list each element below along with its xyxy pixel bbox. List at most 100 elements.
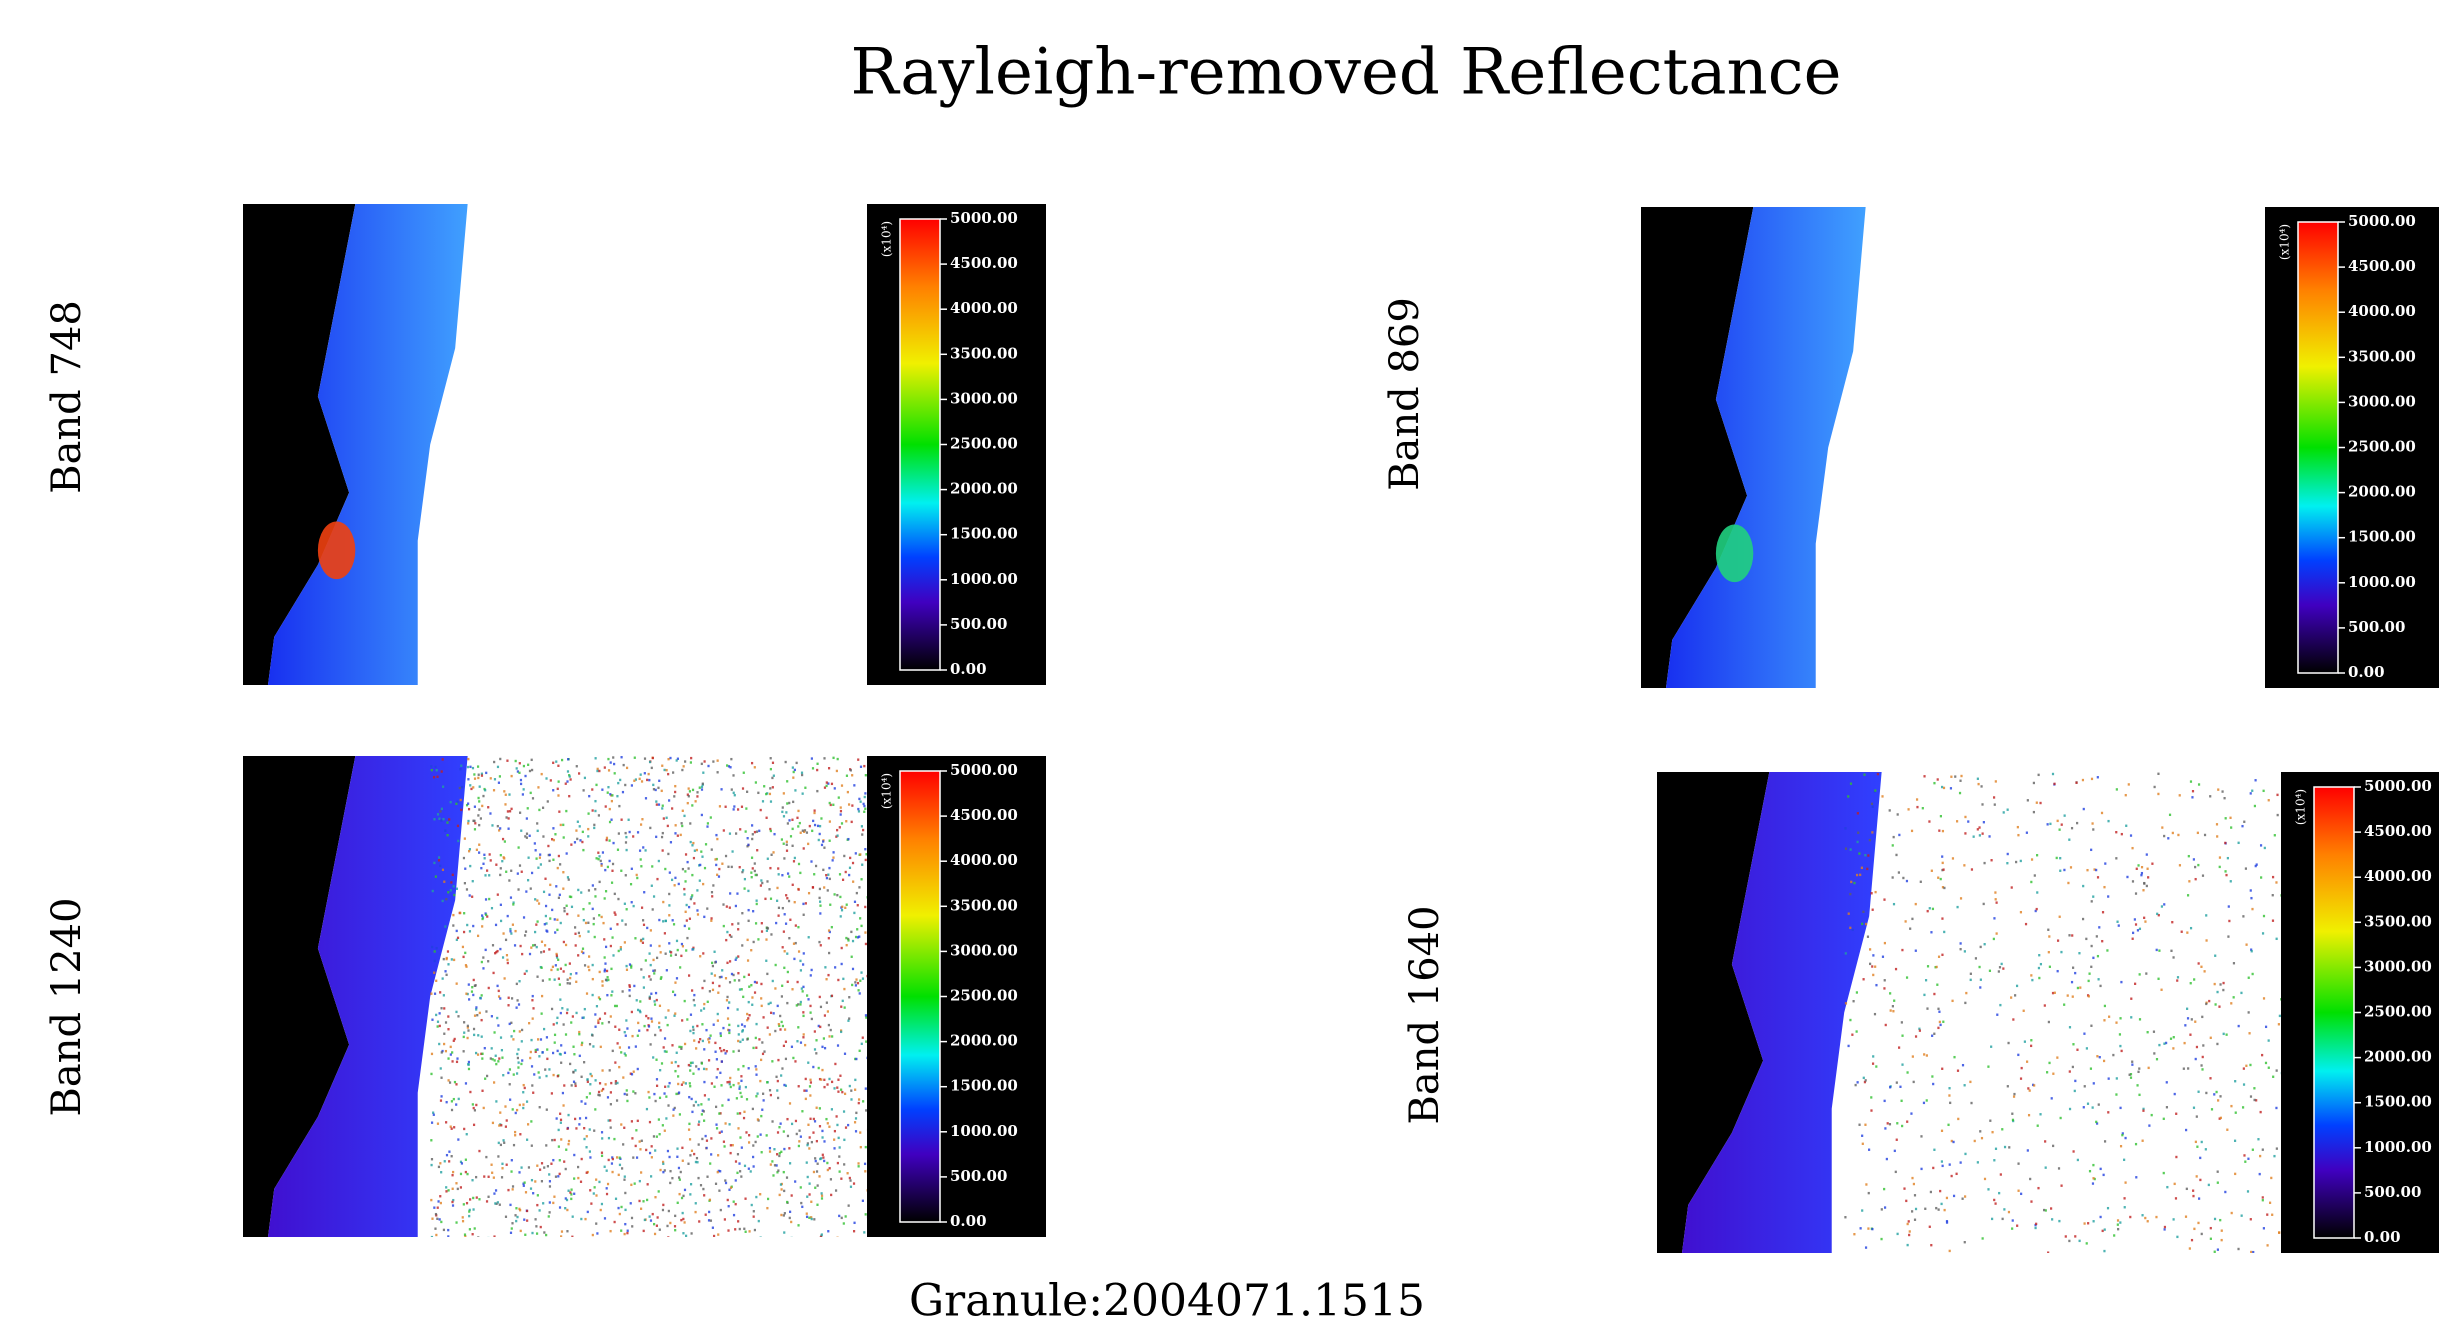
noise-dot <box>2151 863 2153 865</box>
noise-dot <box>2137 864 2139 866</box>
noise-dot <box>786 780 788 782</box>
noise-dot <box>433 818 435 820</box>
noise-dot <box>1853 1233 1855 1235</box>
noise-dot <box>452 914 454 916</box>
noise-dot <box>433 1206 435 1208</box>
noise-dot <box>697 1177 699 1179</box>
noise-dot <box>490 859 492 861</box>
noise-dot <box>520 945 522 947</box>
noise-dot <box>517 872 519 874</box>
noise-dot <box>756 830 758 832</box>
noise-dot <box>2158 949 2160 951</box>
noise-dot <box>504 977 506 979</box>
noise-dot <box>795 1120 797 1122</box>
noise-dot <box>708 1041 710 1043</box>
noise-dot <box>701 1023 703 1025</box>
noise-dot <box>834 787 836 789</box>
noise-dot <box>604 968 606 970</box>
noise-dot <box>823 1086 825 1088</box>
noise-dot <box>820 1006 822 1008</box>
noise-dot <box>658 1022 660 1024</box>
noise-dot <box>766 930 768 932</box>
noise-dot <box>819 833 821 835</box>
noise-dot <box>681 769 683 771</box>
noise-dot <box>598 1181 600 1183</box>
noise-dot <box>863 1231 865 1233</box>
noise-dot <box>1920 881 1922 883</box>
noise-dot <box>851 804 853 806</box>
noise-dot <box>552 827 554 829</box>
noise-dot <box>640 865 642 867</box>
noise-dot <box>456 930 458 932</box>
noise-dot <box>678 1176 680 1178</box>
noise-dot <box>809 1182 811 1184</box>
noise-dot <box>696 1157 698 1159</box>
noise-dot <box>509 928 511 930</box>
noise-dot <box>707 765 709 767</box>
noise-dot <box>435 1234 437 1236</box>
noise-dot <box>607 791 609 793</box>
noise-dot <box>452 1188 454 1190</box>
noise-dot <box>2157 773 2159 775</box>
noise-dot <box>743 1228 745 1230</box>
noise-dot <box>772 762 774 764</box>
noise-dot <box>692 1072 694 1074</box>
noise-dot <box>602 922 604 924</box>
noise-dot <box>2275 1107 2277 1109</box>
noise-dot <box>1850 782 1852 784</box>
noise-dot <box>725 977 727 979</box>
noise-dot <box>525 1191 527 1193</box>
noise-dot <box>518 846 520 848</box>
colorbar-unit: (x10⁴) <box>2294 789 2308 825</box>
noise-dot <box>563 1023 565 1025</box>
noise-dot <box>557 765 559 767</box>
noise-dot <box>2051 1218 2053 1220</box>
noise-dot <box>693 1153 695 1155</box>
noise-dot <box>481 961 483 963</box>
noise-dot <box>626 767 628 769</box>
noise-dot <box>538 1055 540 1057</box>
noise-dot <box>1889 809 1891 811</box>
noise-dot <box>1869 963 1871 965</box>
noise-dot <box>2017 834 2019 836</box>
noise-dot <box>2119 1045 2121 1047</box>
noise-dot <box>663 817 665 819</box>
noise-dot <box>2172 956 2174 958</box>
noise-dot <box>2016 1225 2018 1227</box>
noise-dot <box>2037 1187 2039 1189</box>
noise-dot <box>796 762 798 764</box>
noise-dot <box>781 1021 783 1023</box>
noise-dot <box>606 994 608 996</box>
noise-dot <box>439 1195 441 1197</box>
noise-dot <box>447 963 449 965</box>
noise-dot <box>440 819 442 821</box>
noise-dot <box>525 930 527 932</box>
noise-dot <box>606 1169 608 1171</box>
noise-dot <box>468 808 470 810</box>
noise-dot <box>817 825 819 827</box>
noise-dot <box>675 954 677 956</box>
noise-dot <box>464 837 466 839</box>
noise-dot <box>593 827 595 829</box>
noise-dot <box>2027 1087 2029 1089</box>
noise-dot <box>761 1041 763 1043</box>
noise-dot <box>863 765 865 767</box>
noise-dot <box>1872 954 1874 956</box>
noise-dot <box>524 934 526 936</box>
noise-dot <box>805 1098 807 1100</box>
noise-dot <box>759 1080 761 1082</box>
noise-dot <box>629 963 631 965</box>
noise-dot <box>1925 979 1927 981</box>
colorbar-tick-label: 500.00 <box>950 615 1007 633</box>
noise-dot <box>618 1066 620 1068</box>
noise-dot <box>1979 834 1981 836</box>
noise-dot <box>800 1186 802 1188</box>
noise-dot <box>478 808 480 810</box>
noise-dot <box>2199 1179 2201 1181</box>
noise-dot <box>2185 1215 2187 1217</box>
noise-dot <box>628 819 630 821</box>
noise-dot <box>845 820 847 822</box>
noise-dot <box>798 863 800 865</box>
noise-dot <box>1871 831 1873 833</box>
noise-dot <box>730 1144 732 1146</box>
